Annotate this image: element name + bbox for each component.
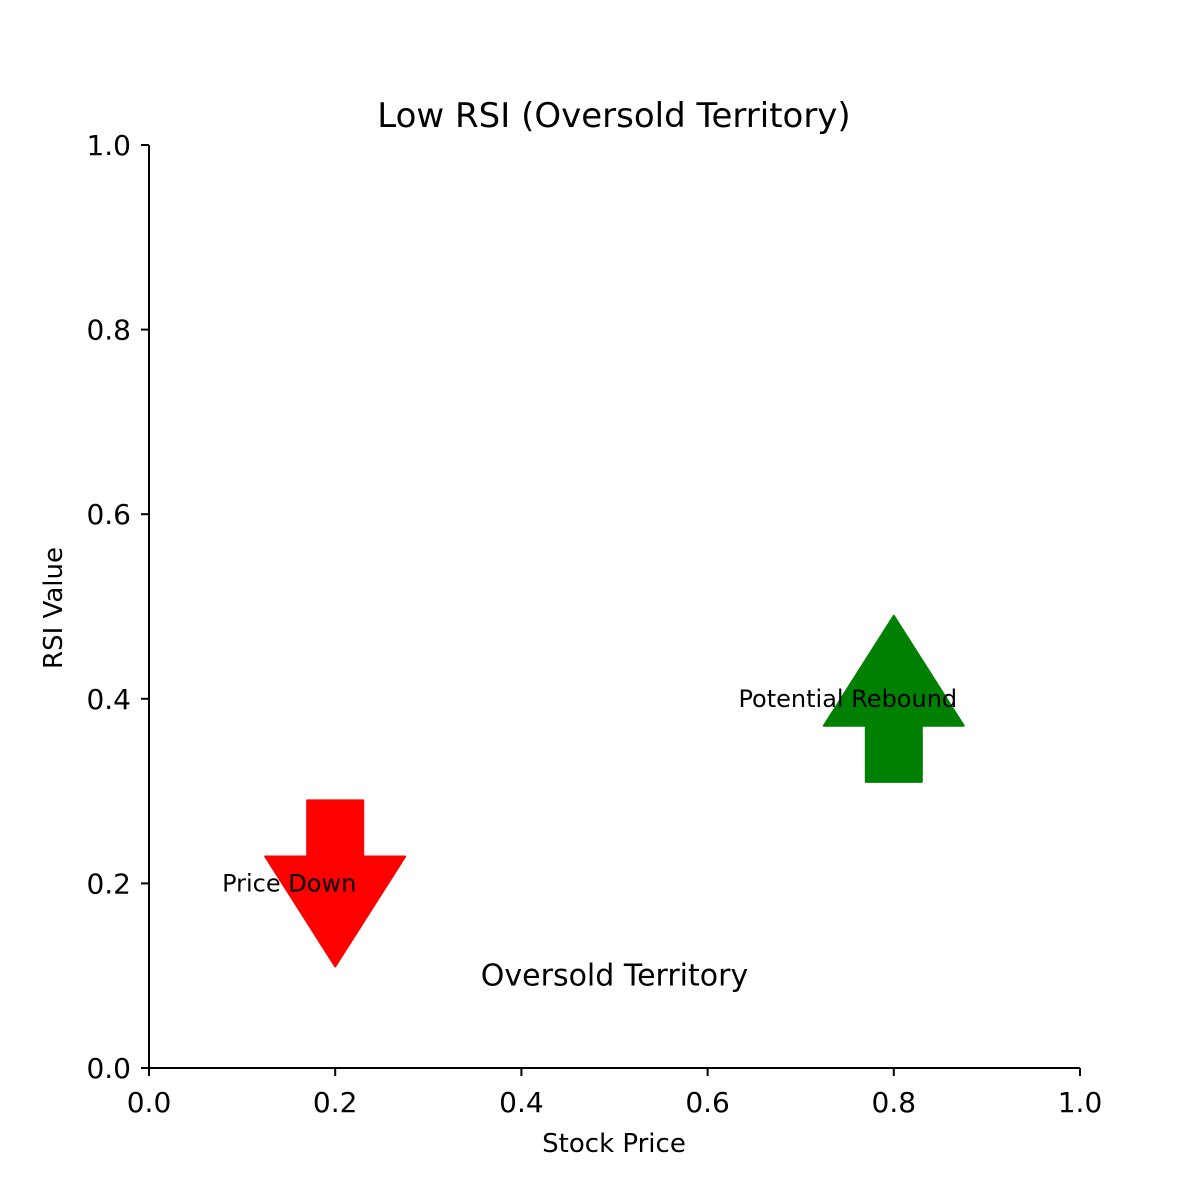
x-tick-label: 0.4 bbox=[499, 1086, 544, 1119]
x-axis-label: Stock Price bbox=[542, 1129, 686, 1159]
x-tick-label: 0.2 bbox=[313, 1086, 358, 1119]
y-tick-label: 0.8 bbox=[86, 314, 131, 347]
x-tick-label: 1.0 bbox=[1058, 1086, 1103, 1119]
chart-title: Low RSI (Oversold Territory) bbox=[377, 96, 850, 136]
x-tick-label: 0.0 bbox=[127, 1086, 172, 1119]
plot-marks: Price Down Potential Rebound bbox=[222, 614, 965, 968]
x-tick-label: 0.6 bbox=[685, 1086, 730, 1119]
y-tick-label: 0.2 bbox=[86, 867, 131, 900]
x-ticks: 0.0 0.2 0.4 0.6 0.8 1.0 bbox=[127, 1068, 1103, 1119]
y-tick-label: 0.0 bbox=[86, 1052, 131, 1085]
y-tick-label: 0.4 bbox=[86, 683, 131, 716]
potential-rebound-arrow bbox=[822, 614, 965, 783]
x-tick-label: 0.8 bbox=[872, 1086, 917, 1119]
annotations: Oversold Territory bbox=[481, 959, 748, 994]
price-down-label: Price Down bbox=[222, 869, 356, 897]
y-ticks: 0.0 0.2 0.4 0.6 0.8 1.0 bbox=[86, 129, 149, 1085]
y-tick-label: 0.6 bbox=[86, 498, 131, 531]
y-tick-label: 1.0 bbox=[86, 129, 131, 162]
potential-rebound-label: Potential Rebound bbox=[738, 685, 957, 713]
y-axis-label: RSI Value bbox=[39, 547, 69, 669]
price-down-arrow bbox=[264, 799, 407, 968]
oversold-territory-annotation: Oversold Territory bbox=[481, 959, 748, 994]
